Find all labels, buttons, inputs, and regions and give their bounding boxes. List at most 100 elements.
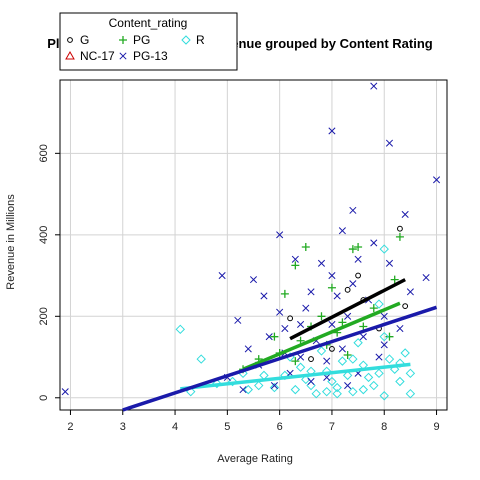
legend-marker-pg-13 [119, 52, 127, 60]
point-pg [301, 243, 310, 252]
legend-label-pg: PG [133, 33, 150, 47]
y-tick-label: 200 [38, 307, 50, 325]
point-pg-13 [328, 320, 336, 328]
point-pg-13 [234, 316, 242, 324]
y-axis-title: Revenue in Millions [5, 194, 17, 290]
point-pg-13 [307, 288, 315, 296]
point-pg [338, 318, 347, 327]
point-r [269, 382, 280, 393]
point-r [332, 382, 342, 393]
point-pg-13 [333, 292, 341, 300]
point-pg-13 [307, 377, 315, 386]
point-pg-13 [370, 82, 378, 90]
point-pg-13 [323, 357, 331, 365]
point-pg-13 [349, 206, 357, 214]
point-pg-13 [276, 308, 284, 316]
series-pg [239, 232, 404, 374]
point-pg-13 [338, 345, 346, 353]
point-pg [369, 304, 378, 313]
point-r [400, 348, 410, 358]
point-pg [390, 275, 399, 284]
point-r [316, 346, 327, 356]
point-pg-13 [323, 373, 331, 381]
point-g [397, 225, 403, 232]
point-r [243, 384, 253, 395]
point-r [369, 380, 379, 391]
point-pg [348, 245, 357, 254]
point-pg-13 [249, 276, 258, 284]
legend-marker-r [181, 35, 191, 45]
point-g [308, 356, 314, 362]
point-pg [291, 357, 300, 366]
x-tick-label: 8 [381, 421, 387, 433]
point-pg-13 [328, 127, 336, 135]
point-r [212, 378, 222, 389]
point-pg-13 [354, 255, 362, 263]
fit-line-g [289, 278, 406, 341]
legend-item-pg-13: PG-13 [119, 49, 168, 63]
legend-item-g: G [67, 33, 89, 47]
fit-line-pg-13 [122, 305, 438, 412]
point-pg-13 [375, 353, 383, 361]
grid [60, 80, 447, 410]
point-r [374, 299, 384, 309]
point-pg-13 [244, 345, 252, 353]
point-pg-13 [406, 288, 414, 296]
point-r [322, 386, 332, 397]
point-pg-13 [370, 239, 378, 247]
point-pg-13 [349, 280, 357, 288]
legend-label-pg-13: PG-13 [133, 49, 168, 63]
point-pg-13 [317, 259, 326, 267]
x-tick-label: 7 [329, 421, 335, 433]
point-pg-13 [380, 312, 388, 320]
point-pg [359, 322, 368, 331]
point-pg-13 [338, 227, 346, 235]
x-tick-label: 5 [224, 421, 230, 433]
point-pg [343, 351, 352, 359]
point-pg-13 [385, 259, 394, 267]
legend-label-g: G [80, 33, 89, 47]
point-pg-13 [281, 324, 289, 333]
point-r [332, 388, 342, 399]
point-pg [317, 312, 326, 321]
point-r [322, 366, 332, 377]
point-pg-13 [276, 231, 284, 239]
point-pg-13 [302, 304, 310, 312]
point-r [379, 244, 389, 254]
point-pg [280, 289, 289, 298]
legend-box [59, 12, 238, 71]
x-tick-label: 6 [277, 421, 283, 433]
point-r [379, 391, 389, 401]
point-pg-13 [396, 324, 404, 333]
point-pg [395, 232, 404, 241]
legend: Content_rating G PG R NC-17 PG-13 [59, 12, 238, 71]
point-r [405, 388, 416, 399]
point-pg-13 [328, 272, 336, 280]
point-r [384, 354, 395, 364]
point-g [355, 272, 361, 279]
x-tick-label: 9 [433, 421, 439, 433]
point-r [175, 324, 185, 335]
point-pg-13 [432, 176, 441, 184]
point-pg-13 [260, 292, 268, 300]
point-r [254, 380, 264, 391]
x-tick-label: 2 [67, 421, 73, 433]
point-pg [385, 332, 394, 341]
point-r [395, 376, 405, 387]
legend-marker-nc-17 [65, 50, 75, 60]
fit-lines [122, 278, 438, 412]
point-pg [327, 283, 336, 292]
point-pg-13 [359, 333, 367, 341]
point-pg-13 [270, 382, 278, 390]
point-r [353, 338, 363, 348]
point-g [329, 345, 335, 352]
point-pg-13 [344, 312, 352, 320]
legend-item-nc-17: NC-17 [65, 49, 115, 63]
point-r [405, 368, 416, 379]
point-g [402, 303, 409, 310]
series-g [287, 225, 409, 362]
point-pg-13 [401, 210, 409, 218]
series-pg-13 [61, 82, 441, 396]
point-r [348, 354, 358, 364]
